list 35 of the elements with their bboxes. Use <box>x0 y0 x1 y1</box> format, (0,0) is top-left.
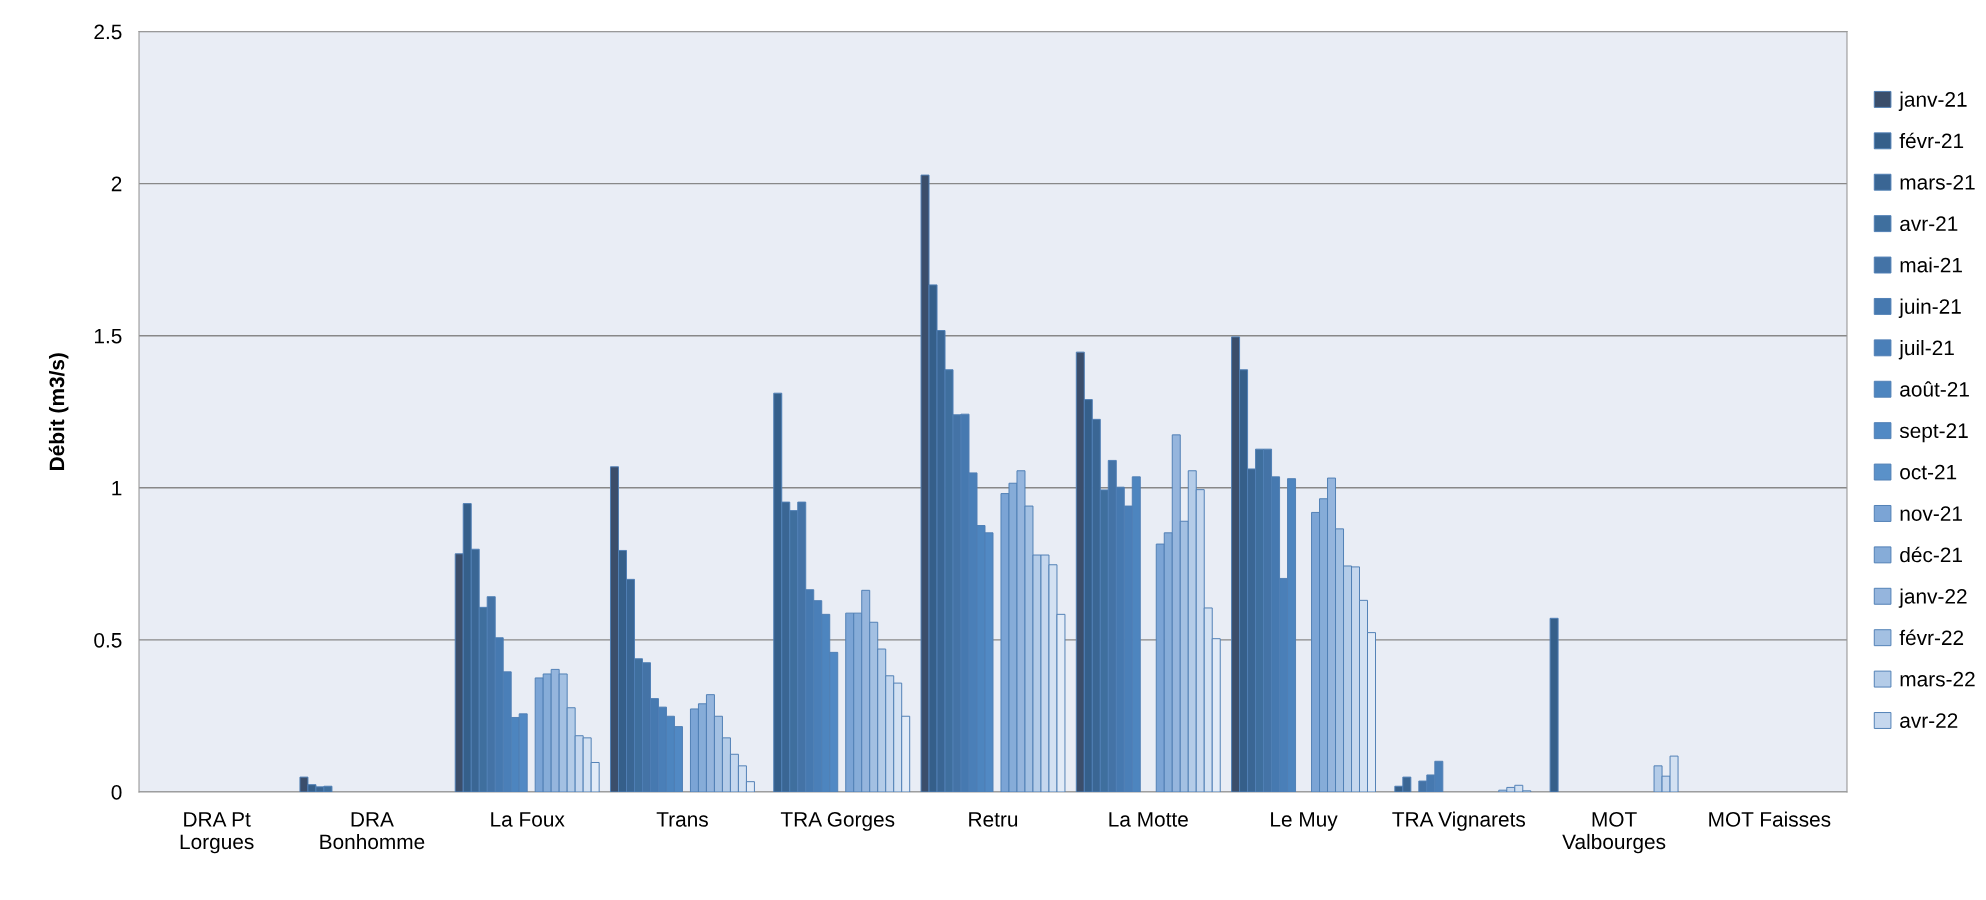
legend-label: nov-21 <box>1900 506 1962 521</box>
x-tick-label: MOT Valbourges <box>1562 811 1666 854</box>
y-axis-title: Débit (m3/s) <box>48 353 69 470</box>
x-tick-label: Trans <box>656 812 708 827</box>
x-tick-label: MOT Faisses <box>1709 811 1831 827</box>
y-tick-label: 0 <box>111 785 122 800</box>
legend-label: mars-21 <box>1900 174 1975 190</box>
legend-label: sept-21 <box>1899 423 1968 443</box>
x-tick-label: La Foux <box>491 812 565 827</box>
legend-label: avr-22 <box>1900 713 1958 728</box>
y-tick-label: 2.5 <box>94 24 122 40</box>
legend-label: oct-21 <box>1900 464 1957 480</box>
legend-label: mai-21 <box>1900 257 1962 273</box>
bar <box>1549 617 1559 792</box>
y-tick-label: 1.5 <box>94 328 122 344</box>
legend-label: juil-21 <box>1898 339 1954 360</box>
legend-label: avr-21 <box>1900 216 1958 232</box>
y-tick-label: 1 <box>112 481 122 496</box>
legend-label: mars-22 <box>1900 671 1975 687</box>
legend-label: janv-22 <box>1898 588 1967 608</box>
legend-label: déc-21 <box>1900 546 1962 563</box>
x-tick-label: TRA Gorges <box>780 811 895 831</box>
legend-label: févr-21 <box>1899 132 1964 149</box>
x-tick-label: DRA Bonhomme <box>320 812 425 850</box>
y-tick-label: 2 <box>111 176 122 192</box>
y-tick-label: 0.5 <box>94 632 122 648</box>
x-tick-label: La Motte <box>1109 812 1188 827</box>
legend-label: févr-22 <box>1899 629 1964 646</box>
legend-label: juin-21 <box>1898 298 1961 318</box>
x-tick-label: TRA Vignarets <box>1392 811 1526 831</box>
legend-label: août-21 <box>1900 381 1969 397</box>
x-tick-label: DRA Pt Lorgues <box>180 812 254 854</box>
legend-label: janv-21 <box>1898 91 1967 111</box>
x-tick-label: Retru <box>969 812 1018 827</box>
x-tick-label: Le Muy <box>1271 812 1338 831</box>
